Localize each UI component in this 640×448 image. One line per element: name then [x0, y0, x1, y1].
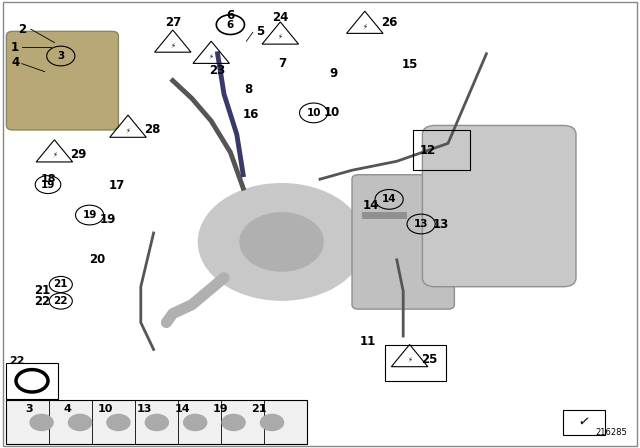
Text: 13: 13 — [414, 219, 428, 229]
Text: 21: 21 — [54, 280, 68, 289]
FancyBboxPatch shape — [352, 175, 454, 309]
Text: 22: 22 — [54, 296, 68, 306]
Text: ⚡: ⚡ — [278, 34, 283, 40]
Text: 21: 21 — [252, 404, 267, 414]
Text: 21: 21 — [34, 284, 50, 297]
Circle shape — [222, 414, 245, 431]
Text: 6: 6 — [227, 9, 234, 22]
Text: 2: 2 — [18, 22, 26, 36]
Circle shape — [198, 184, 365, 300]
Text: 13: 13 — [433, 217, 449, 231]
Text: 13: 13 — [136, 404, 152, 414]
Text: 14: 14 — [382, 194, 396, 204]
Text: 9: 9 — [330, 67, 338, 81]
Circle shape — [68, 414, 92, 431]
Text: 24: 24 — [272, 10, 289, 24]
Text: 17: 17 — [109, 179, 125, 193]
Bar — [385, 345, 446, 381]
Text: 18: 18 — [40, 174, 56, 184]
Circle shape — [107, 414, 130, 431]
Bar — [6, 363, 58, 399]
FancyBboxPatch shape — [422, 125, 576, 287]
Text: 8: 8 — [244, 83, 253, 96]
Text: 26: 26 — [381, 16, 397, 29]
Bar — [6, 400, 307, 444]
Circle shape — [30, 414, 53, 431]
Text: 10: 10 — [307, 108, 321, 118]
Text: 14: 14 — [175, 404, 190, 414]
Text: 4: 4 — [12, 56, 20, 69]
Text: ⚡: ⚡ — [52, 152, 57, 158]
Text: ⚡: ⚡ — [170, 43, 175, 48]
Text: ⚡: ⚡ — [362, 24, 367, 30]
Text: ⚡: ⚡ — [407, 357, 412, 363]
Text: ⚡: ⚡ — [209, 54, 214, 60]
Text: 5: 5 — [256, 25, 264, 38]
Circle shape — [260, 414, 284, 431]
Text: 7: 7 — [278, 57, 287, 70]
Text: 6: 6 — [227, 20, 234, 30]
FancyBboxPatch shape — [6, 31, 118, 130]
Text: 3: 3 — [25, 404, 33, 414]
Text: 19: 19 — [41, 180, 55, 190]
Text: 15: 15 — [401, 58, 418, 72]
Bar — [563, 410, 605, 435]
Text: 19: 19 — [213, 404, 228, 414]
Text: 29: 29 — [70, 148, 87, 161]
Bar — [413, 130, 470, 170]
Text: 28: 28 — [144, 123, 161, 137]
Circle shape — [240, 213, 323, 271]
Text: 27: 27 — [164, 16, 181, 29]
Text: 11: 11 — [360, 335, 376, 348]
Text: 4: 4 — [63, 404, 71, 414]
Text: ✓: ✓ — [577, 414, 591, 431]
Circle shape — [184, 414, 207, 431]
Text: 16: 16 — [243, 108, 259, 121]
Text: 10: 10 — [98, 404, 113, 414]
Text: 25: 25 — [421, 353, 438, 366]
Text: 12: 12 — [419, 143, 435, 157]
Circle shape — [145, 414, 168, 431]
Text: 14: 14 — [362, 198, 379, 212]
Text: ⚡: ⚡ — [125, 128, 131, 134]
Text: 3: 3 — [57, 51, 65, 61]
Text: 22: 22 — [34, 294, 50, 308]
Text: 20: 20 — [90, 253, 106, 267]
Text: 19: 19 — [99, 213, 116, 226]
Text: 1: 1 — [10, 40, 19, 54]
Text: 10: 10 — [323, 106, 339, 120]
Text: 19: 19 — [83, 210, 97, 220]
Text: 22: 22 — [9, 356, 24, 366]
Text: 216285: 216285 — [595, 428, 627, 437]
Text: 23: 23 — [209, 64, 226, 77]
